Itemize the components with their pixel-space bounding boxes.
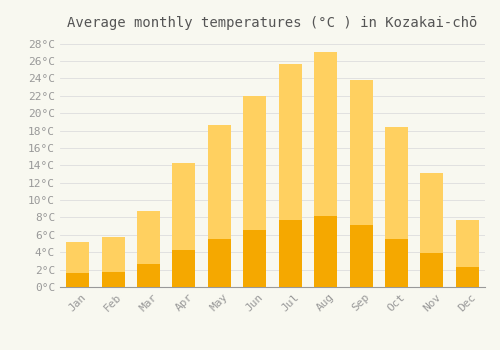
Bar — [420, 253, 444, 287]
Bar — [456, 267, 479, 287]
Bar — [172, 250, 196, 287]
Bar — [385, 239, 408, 287]
Bar — [137, 264, 160, 287]
Bar — [102, 272, 124, 287]
Bar — [137, 211, 160, 287]
Bar — [314, 216, 337, 287]
Bar — [66, 273, 89, 287]
Bar — [102, 237, 124, 287]
Bar — [208, 125, 231, 287]
Bar — [172, 163, 196, 287]
Title: Average monthly temperatures (°C ) in Kozakai-chō: Average monthly temperatures (°C ) in Ko… — [68, 16, 478, 30]
Bar — [244, 230, 266, 287]
Bar — [278, 64, 301, 287]
Bar — [244, 96, 266, 287]
Bar — [314, 51, 337, 287]
Bar — [350, 80, 372, 287]
Bar — [420, 173, 444, 287]
Bar — [278, 220, 301, 287]
Bar — [350, 225, 372, 287]
Bar — [208, 238, 231, 287]
Bar — [66, 242, 89, 287]
Bar — [385, 127, 408, 287]
Bar — [456, 220, 479, 287]
